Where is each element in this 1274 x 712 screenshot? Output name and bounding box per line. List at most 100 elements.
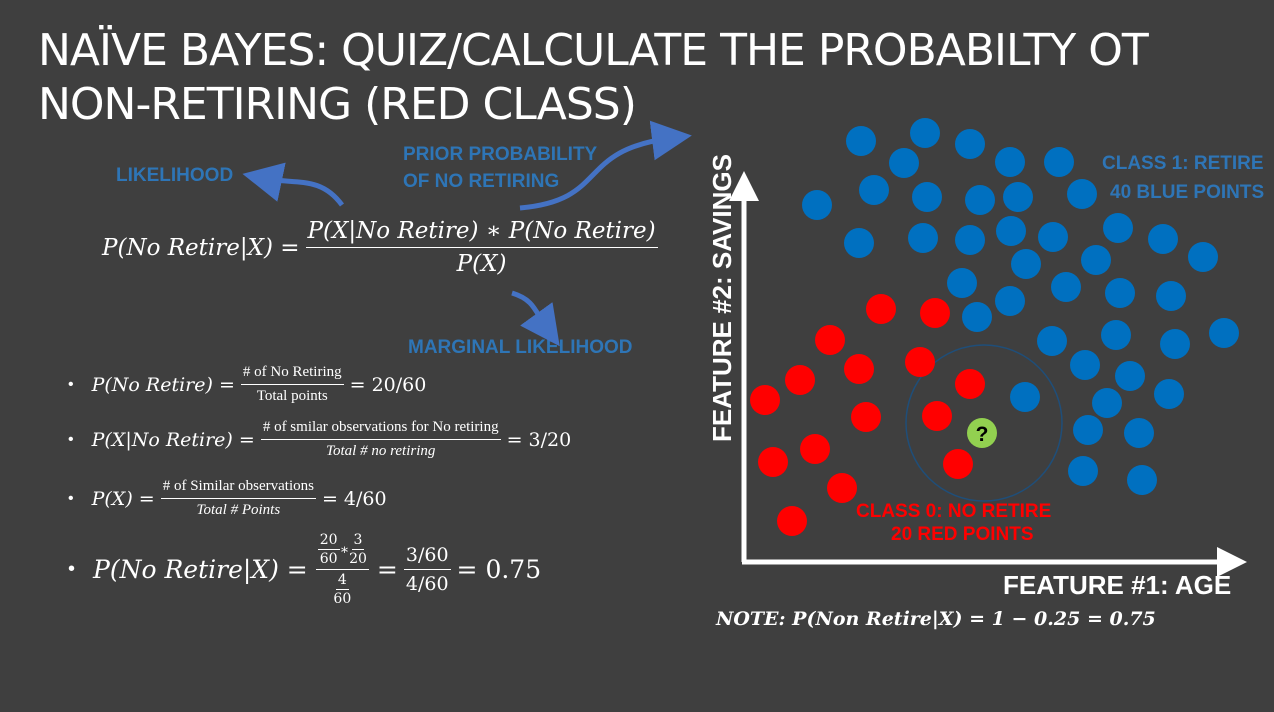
bullet-result: = 4/60 (321, 487, 387, 510)
blue-point (908, 223, 938, 253)
bullet-dot: • (68, 375, 74, 393)
blue-point (889, 148, 919, 178)
title-line-2: NON-RETIRING (RED CLASS) (38, 79, 637, 130)
blue-point (1010, 382, 1040, 412)
bullet-numerator: # of Similar observations (160, 478, 316, 499)
likelihood-arrow (242, 162, 345, 207)
bullet-denominator: Total # Points (196, 502, 281, 518)
red-point (920, 298, 950, 328)
blue-point (1070, 350, 1100, 380)
blue-point (995, 147, 1025, 177)
bullet-marginal: • P(X) = # of Similar observations Total… (68, 478, 387, 519)
formula-denominator: P(X) (456, 251, 507, 277)
blue-point (846, 126, 876, 156)
bullet-numerator: # of No Retiring (240, 364, 344, 385)
blue-point (1209, 318, 1239, 348)
final-a-den: 60 (319, 551, 338, 567)
red-point (777, 506, 807, 536)
blue-point (955, 225, 985, 255)
blue-point (802, 190, 832, 220)
blue-point (1115, 361, 1145, 391)
blue-point (1067, 179, 1097, 209)
blue-point (1051, 272, 1081, 302)
red-point (758, 447, 788, 477)
bullet-lhs: P(X) = (91, 487, 155, 510)
blue-point (1037, 326, 1067, 356)
bullet-result: = 3/20 (506, 428, 572, 451)
final-a-num: 20 (317, 532, 340, 550)
final-times: ∗ (339, 541, 350, 558)
blue-point (1092, 388, 1122, 418)
final-d-den: 4/60 (405, 573, 449, 595)
final-complex-denominator: 4 60 (333, 570, 351, 607)
blue-point (1101, 320, 1131, 350)
bullet-likelihood: • P(X|No Retire) = # of smilar observati… (68, 419, 571, 460)
final-fraction-b: 3 20 (349, 532, 367, 567)
red-point (866, 294, 896, 324)
blue-point (910, 118, 940, 148)
blue-point (996, 216, 1026, 246)
blue-point (947, 268, 977, 298)
note-text: : P(Non Retire|X) = 1 − 0.25 = 0.75 (778, 608, 1156, 630)
blue-point (1068, 456, 1098, 486)
bullet-numerator: # of smilar observations for No retiring (260, 419, 501, 440)
likelihood-label: LIKELIHOOD (116, 165, 234, 186)
x-axis-label: FEATURE #1: AGE (1003, 570, 1231, 600)
prior-label-line-1: PRIOR PROBABILITY (403, 144, 598, 165)
final-result: = 0.75 (456, 555, 542, 584)
red-point (750, 385, 780, 415)
final-c-den: 60 (333, 591, 352, 607)
bullet-fraction: # of No Retiring Total points (240, 364, 344, 405)
red-point (905, 347, 935, 377)
blue-point (962, 302, 992, 332)
y-axis-label: FEATURE #2: SAVINGS (707, 154, 737, 442)
blue-point (995, 286, 1025, 316)
blue-point (1154, 379, 1184, 409)
bullet-result: = 20/60 (349, 373, 427, 396)
blue-point (912, 182, 942, 212)
blue-point (1038, 222, 1068, 252)
bullet-lhs: P(X|No Retire) = (91, 428, 255, 451)
prior-arrow (519, 120, 692, 211)
bayes-formula: P(No Retire|X) = P(X|No Retire) ∗ P(No R… (102, 218, 664, 277)
bullet-prior: • P(No Retire) = # of No Retiring Total … (68, 364, 426, 405)
final-b-num: 3 (351, 532, 365, 550)
formula-numerator: P(X|No Retire) ∗ P(No Retire) (305, 218, 658, 248)
red-point (844, 354, 874, 384)
red-point (785, 365, 815, 395)
blue-point (1188, 242, 1218, 272)
marginal-arrow (511, 290, 560, 347)
note-label: NOTE (716, 608, 779, 630)
bullet-dot: • (68, 558, 76, 580)
blue-point (1148, 224, 1178, 254)
bullet-lhs: P(No Retire) = (91, 373, 235, 396)
blue-point (859, 175, 889, 205)
class0-label-line-2: 20 RED POINTS (891, 524, 1034, 545)
class1-label-line-2: 40 BLUE POINTS (1110, 182, 1264, 203)
blue-point (1124, 418, 1154, 448)
red-points (750, 294, 985, 536)
blue-point (1127, 465, 1157, 495)
red-point (827, 473, 857, 503)
final-b-den: 20 (349, 551, 367, 567)
red-point (955, 369, 985, 399)
class0-label-line-1: CLASS 0: NO RETIRE (856, 501, 1051, 522)
bullet-fraction: # of Similar observations Total # Points (160, 478, 316, 519)
final-c-num: 4 (335, 572, 349, 590)
unknown-point-label: ? (976, 423, 989, 446)
bullet-denominator: Total # no retiring (326, 443, 436, 459)
blue-point (1081, 245, 1111, 275)
red-point (922, 401, 952, 431)
bullet-final: • P(No Retire|X) = 20 60 ∗ 3 20 4 60 = 3… (68, 532, 541, 607)
prior-label-line-2: OF NO RETIRING (403, 171, 560, 192)
blue-point (1160, 329, 1190, 359)
blue-point (955, 129, 985, 159)
bullet-denominator: Total points (256, 388, 328, 404)
final-complex-numerator: 20 60 ∗ 3 20 (315, 532, 369, 570)
title-line-1: NAÏVE BAYES: QUIZ/CALCULATE THE PROBABIL… (38, 25, 1149, 76)
blue-point (1011, 249, 1041, 279)
red-point (815, 325, 845, 355)
final-fraction-c: 4 60 (333, 572, 351, 607)
blue-point (965, 185, 995, 215)
